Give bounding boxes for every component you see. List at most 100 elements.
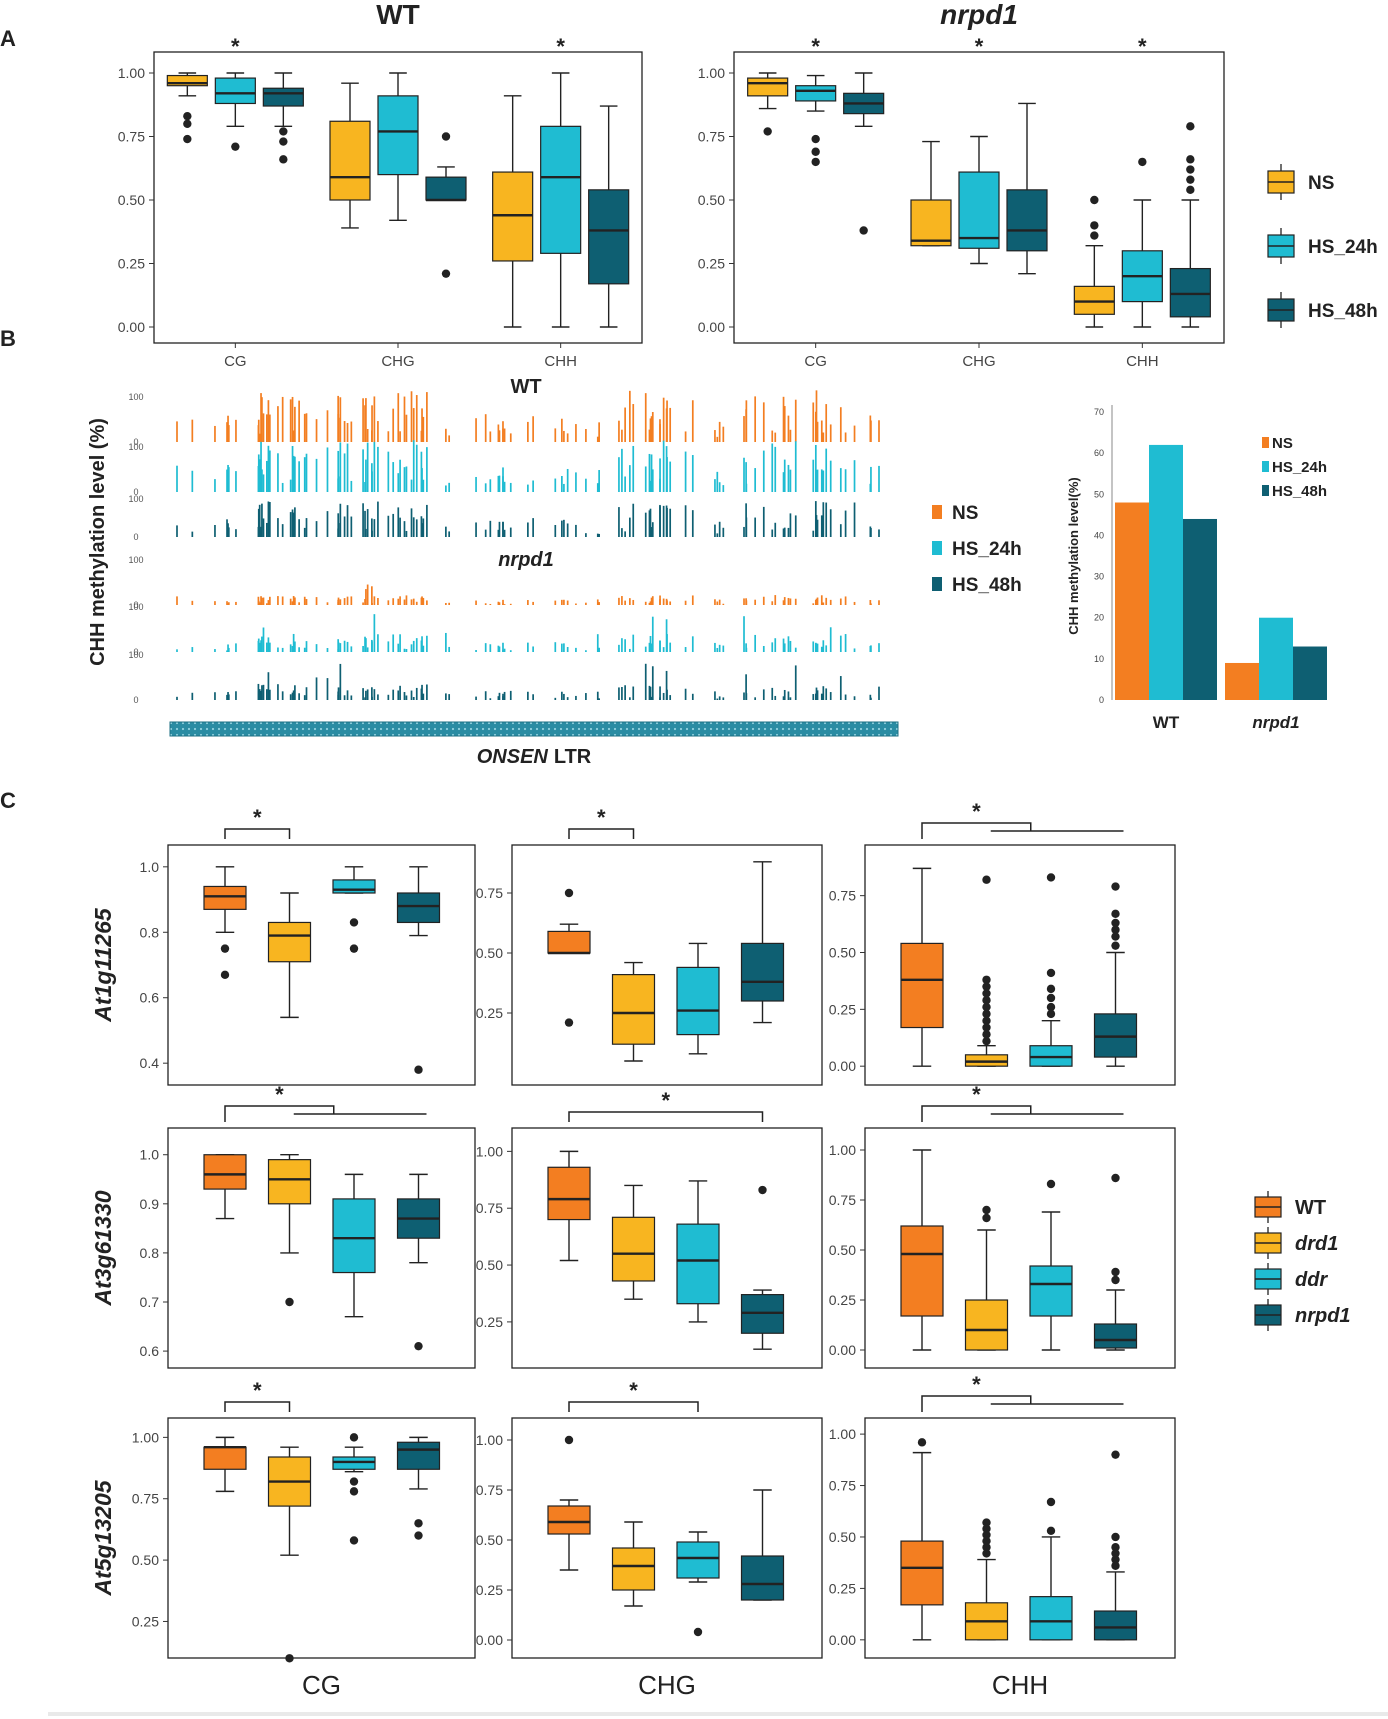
box-drd1-box	[611, 1216, 656, 1282]
track-bar	[365, 528, 367, 537]
track-bar	[794, 647, 797, 652]
track-bar	[260, 596, 262, 605]
box-CG-2-outlier-0	[859, 226, 868, 235]
track-bar	[503, 648, 506, 652]
track-bar	[371, 471, 373, 492]
track-bar	[554, 428, 557, 442]
track-bar	[399, 634, 401, 652]
chart-B-bar: 0 10 20 30 40 50 60 70 CHH methylation level(%) W…	[1066, 405, 1327, 732]
track-bar	[684, 505, 687, 537]
track-bar	[585, 650, 587, 652]
track-bar	[782, 638, 785, 652]
track-bar	[618, 507, 620, 537]
bar-WT-HS_48h	[1183, 518, 1217, 700]
track-bar	[176, 421, 178, 442]
y-tick-label: 0.25	[476, 1005, 503, 1021]
track-bar	[774, 446, 777, 492]
box-drd1-box	[964, 1299, 1009, 1351]
track-bar	[415, 601, 418, 605]
track-bar	[628, 697, 631, 700]
subplot-r2-c2: 0.00 0.25 0.50 0.75 1.00 *	[829, 1372, 1176, 1659]
track-bar	[783, 643, 786, 652]
bar-nrpd1-HS_48h	[1293, 646, 1327, 700]
track-bar	[794, 515, 797, 537]
track-bar	[575, 695, 577, 700]
significance-star: *	[597, 805, 606, 830]
box-nrpd1-outlier-0	[758, 1185, 767, 1195]
track-bar	[326, 648, 329, 652]
track-bar	[415, 687, 418, 700]
box-WT-box	[900, 1225, 944, 1317]
track-bar	[214, 525, 216, 537]
track-bar	[566, 468, 569, 492]
track-bar	[628, 517, 631, 537]
track-bar	[561, 520, 563, 537]
track-bar	[502, 642, 504, 652]
track-bar	[716, 436, 719, 442]
track-bar	[691, 400, 694, 442]
track-bar	[277, 596, 279, 605]
track-bar	[303, 457, 306, 492]
track-bar	[783, 527, 786, 537]
subplot-r0-c0: 0.4 0.6 0.8 1.0 *	[140, 805, 476, 1086]
track-bar	[377, 501, 379, 537]
track-bar	[829, 627, 832, 652]
plot-frame	[864, 1127, 1176, 1369]
track-bar	[445, 602, 447, 605]
track-bar	[624, 531, 626, 537]
track-bar	[373, 614, 376, 652]
track-bar	[659, 599, 661, 605]
track-bar	[722, 697, 725, 700]
track-bar	[371, 602, 373, 605]
track-bar	[532, 646, 534, 652]
track-bar	[853, 425, 856, 442]
track-min-label: 0	[133, 647, 138, 657]
box-CHG-2-outlier-1	[441, 132, 451, 141]
track-bar	[618, 687, 620, 700]
track-bar	[789, 513, 792, 537]
track-bar	[261, 685, 263, 700]
box-drd1-outlier-1	[982, 1205, 991, 1215]
box-drd1-outlier-4	[982, 1524, 991, 1533]
legend-label: nrpd1	[1295, 1305, 1351, 1327]
track-bar	[787, 527, 790, 537]
track-bar	[289, 399, 292, 442]
track-bar	[853, 648, 856, 652]
track-bar	[346, 443, 349, 492]
track-bar	[771, 443, 774, 492]
box-CHH-1-outlier-0	[1138, 157, 1147, 167]
track-bar	[596, 634, 599, 652]
track-max-label: 100	[128, 494, 143, 504]
track-bar	[691, 510, 694, 537]
column-label-CHG: CHG	[638, 1670, 696, 1700]
track-bar	[684, 600, 687, 605]
track-bar	[343, 640, 346, 652]
box-ddr-box	[676, 966, 720, 1036]
track-bar	[257, 465, 260, 492]
track-bar	[618, 420, 620, 442]
track-bar	[484, 643, 487, 652]
track-bar	[257, 683, 260, 700]
track-bar	[509, 527, 512, 537]
y-tick-label: 0.25	[829, 1292, 856, 1308]
track-bar	[346, 505, 349, 537]
track-bar	[261, 597, 263, 605]
track-bar	[787, 415, 790, 442]
track-bar	[649, 508, 652, 537]
box-nrpd1-outlier-1	[1111, 932, 1120, 941]
track-bar	[812, 530, 815, 537]
track-bar	[339, 397, 342, 442]
box-WT-outlier-0	[564, 1435, 574, 1445]
track-bar	[350, 596, 353, 605]
track-bar	[339, 663, 342, 700]
track-bar	[825, 688, 828, 700]
track-bar	[566, 433, 569, 442]
track-bar	[669, 407, 672, 442]
track-max-label: 100	[128, 602, 143, 612]
track-bar	[377, 694, 379, 700]
box-CHH-0-outlier-2	[1090, 195, 1099, 205]
box-WT-outlier-0	[220, 970, 230, 980]
track-bar	[445, 428, 447, 442]
significance-star: *	[1138, 34, 1147, 59]
track-bar	[644, 393, 647, 442]
